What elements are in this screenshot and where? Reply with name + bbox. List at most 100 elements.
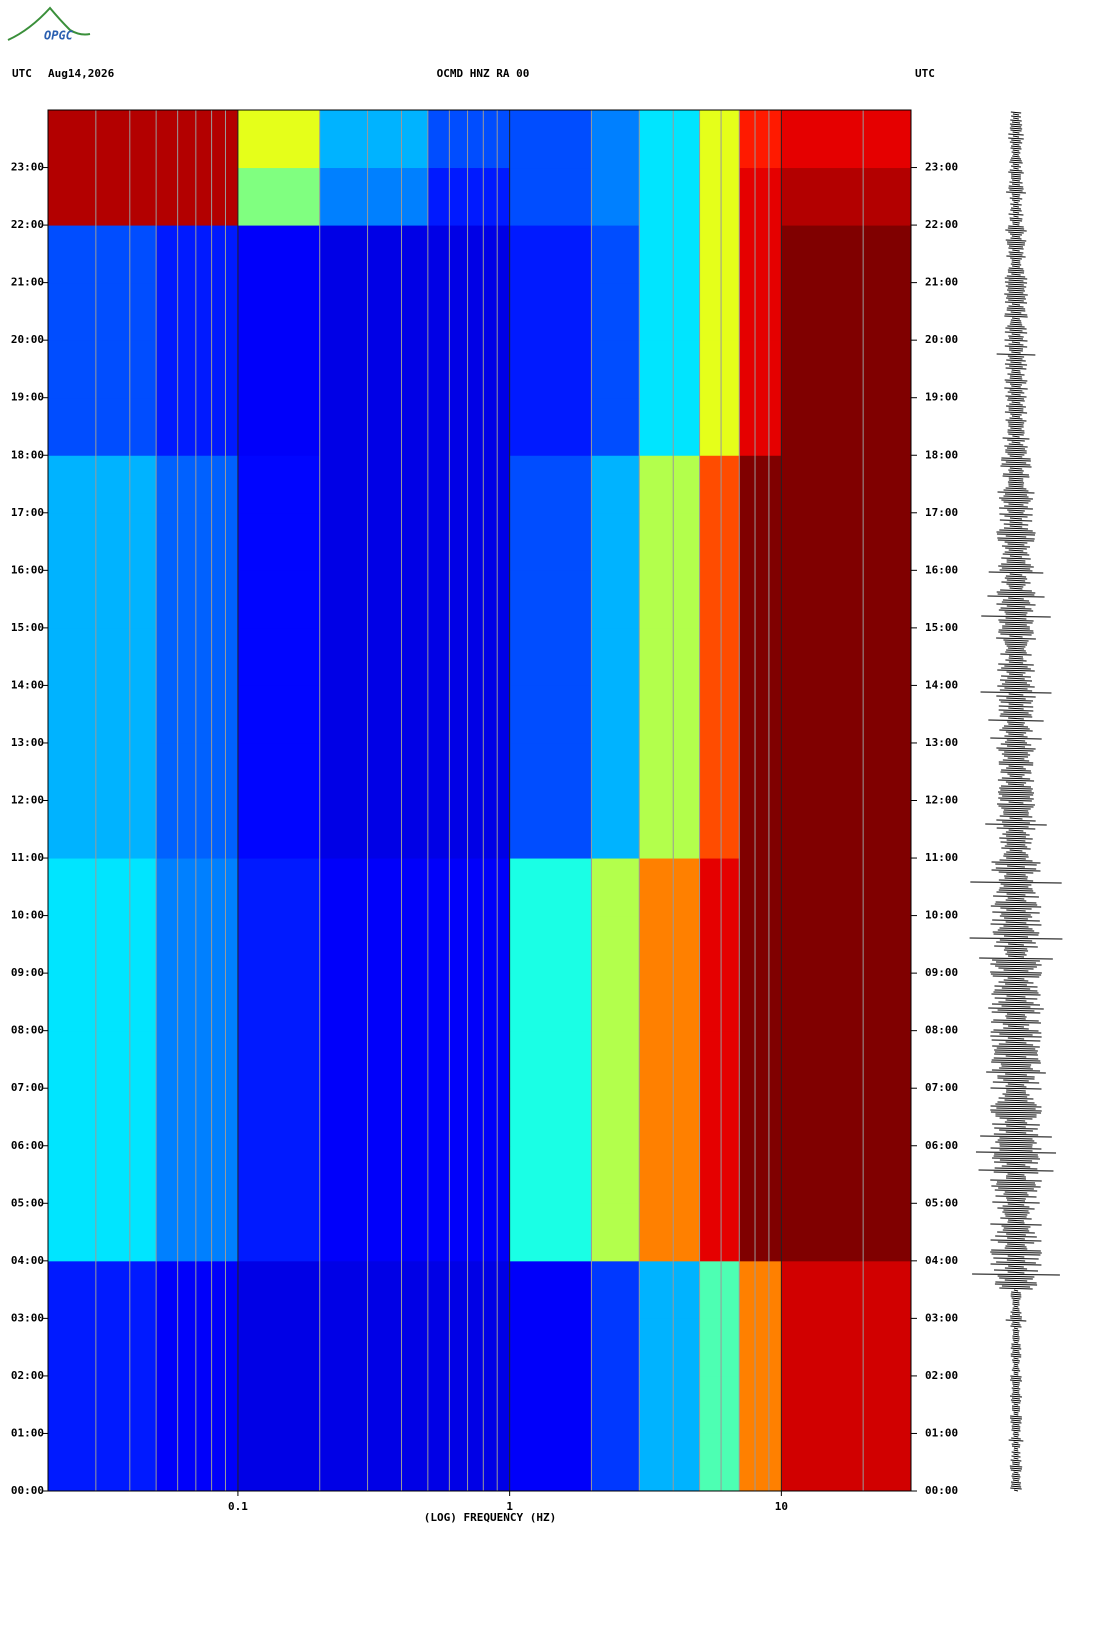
heat-cell <box>48 685 157 744</box>
heat-cell <box>427 1375 511 1434</box>
y-tick-label: 13:00 <box>11 736 44 749</box>
heat-cell <box>427 397 511 456</box>
heat-cell <box>739 110 782 169</box>
heat-cell <box>237 627 321 686</box>
heat-cell <box>781 973 912 1032</box>
heat-cell <box>699 167 740 226</box>
heat-cell <box>156 1030 239 1089</box>
heat-cell <box>781 1318 912 1377</box>
y-tick-label-right: 04:00 <box>925 1254 958 1267</box>
y-tick-label: 00:00 <box>11 1484 44 1497</box>
heat-cell <box>739 1375 782 1434</box>
y-tick-label: 18:00 <box>11 448 44 461</box>
heat-cell <box>739 858 782 917</box>
heat-cell <box>699 1203 740 1262</box>
heat-cell <box>319 1318 429 1377</box>
heat-cell <box>739 1145 782 1204</box>
heat-cell <box>156 110 239 169</box>
heat-cell <box>237 973 321 1032</box>
heat-cell <box>509 512 592 571</box>
heat-cell <box>591 1433 640 1492</box>
y-tick-label-right: 22:00 <box>925 218 958 231</box>
heat-cell <box>639 340 701 399</box>
heat-cell <box>48 455 157 514</box>
heat-cell <box>48 627 157 686</box>
heat-cell <box>739 1203 782 1262</box>
heat-cell <box>237 800 321 859</box>
heat-cell <box>509 973 592 1032</box>
heat-cell <box>48 225 157 284</box>
heat-cell <box>427 1203 511 1262</box>
y-tick-label: 05:00 <box>11 1196 44 1209</box>
y-tick-label: 21:00 <box>11 276 44 289</box>
heat-cell <box>781 512 912 571</box>
heat-cell <box>699 1088 740 1147</box>
y-tick-label-right: 06:00 <box>925 1139 958 1152</box>
heat-cell <box>591 282 640 341</box>
heat-cell <box>237 282 321 341</box>
heat-cell <box>427 800 511 859</box>
heat-cell <box>781 1433 912 1492</box>
heat-cell <box>781 397 912 456</box>
heat-cell <box>639 1433 701 1492</box>
heat-cell <box>319 397 429 456</box>
heat-cell <box>781 915 912 974</box>
y-tick-label: 17:00 <box>11 506 44 519</box>
x-tick-label: 0.1 <box>228 1500 248 1513</box>
heat-cell <box>48 1375 157 1434</box>
heat-cell <box>699 685 740 744</box>
heat-cell <box>739 397 782 456</box>
heat-cell <box>591 110 640 169</box>
y-tick-label: 20:00 <box>11 333 44 346</box>
heat-cell <box>739 570 782 629</box>
heat-cell <box>781 282 912 341</box>
heat-cell <box>48 800 157 859</box>
y-tick-label-right: 02:00 <box>925 1369 958 1382</box>
heat-cell <box>781 800 912 859</box>
heat-cell <box>781 742 912 801</box>
heat-cell <box>699 340 740 399</box>
heat-cell <box>639 1203 701 1262</box>
heat-cell <box>156 1145 239 1204</box>
heat-cell <box>639 685 701 744</box>
heat-cell <box>781 455 912 514</box>
heat-cell <box>509 1375 592 1434</box>
heat-cell <box>699 1375 740 1434</box>
heat-cell <box>639 1260 701 1319</box>
heat-cell <box>48 858 157 917</box>
heat-cell <box>699 915 740 974</box>
heat-cell <box>781 110 912 169</box>
heat-cell <box>739 627 782 686</box>
y-tick-label-right: 08:00 <box>925 1024 958 1037</box>
heat-cell <box>739 282 782 341</box>
heat-cell <box>48 570 157 629</box>
y-tick-label: 10:00 <box>11 909 44 922</box>
heat-cell <box>319 973 429 1032</box>
heat-cell <box>591 512 640 571</box>
heat-cell <box>156 685 239 744</box>
heat-cell <box>699 742 740 801</box>
heat-cell <box>237 742 321 801</box>
heat-cell <box>156 800 239 859</box>
right-header: UTC <box>915 67 935 80</box>
y-tick-label-right: 10:00 <box>925 909 958 922</box>
heat-cell <box>427 1433 511 1492</box>
heat-cell <box>739 1318 782 1377</box>
y-tick-label: 03:00 <box>11 1311 44 1324</box>
heat-cell <box>509 110 592 169</box>
y-tick-label-right: 21:00 <box>925 276 958 289</box>
heat-cell <box>781 340 912 399</box>
heat-cell <box>639 742 701 801</box>
heat-cell <box>591 1088 640 1147</box>
y-tick-label-right: 19:00 <box>925 391 958 404</box>
heat-cell <box>739 1260 782 1319</box>
heat-cell <box>739 973 782 1032</box>
heat-cell <box>319 1088 429 1147</box>
heat-cell <box>427 973 511 1032</box>
heat-cell <box>319 455 429 514</box>
heat-cell <box>319 1260 429 1319</box>
heat-cell <box>699 512 740 571</box>
y-tick-label-right: 17:00 <box>925 506 958 519</box>
heat-cell <box>509 1203 592 1262</box>
heat-cell <box>237 340 321 399</box>
